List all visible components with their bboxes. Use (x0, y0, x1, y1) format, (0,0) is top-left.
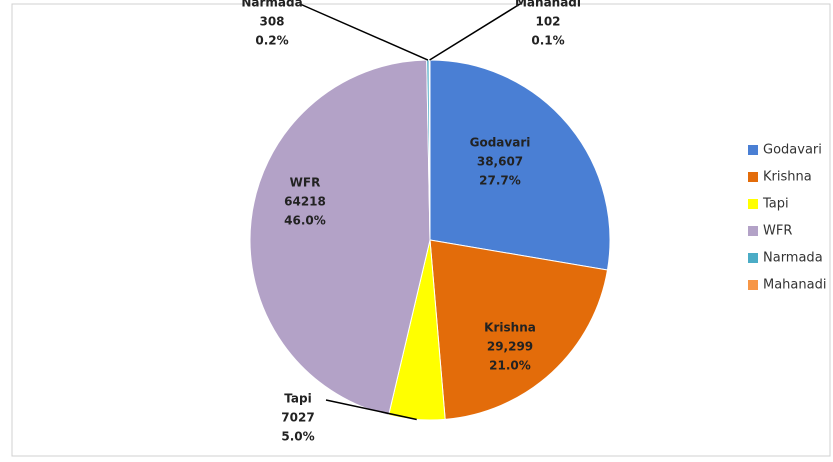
data-label-percent: 46.0% (284, 214, 326, 228)
leader-line (299, 3, 429, 61)
data-label-name: WFR (290, 176, 321, 190)
data-label-percent: 0.1% (531, 34, 564, 48)
data-label-percent: 0.2% (255, 34, 288, 48)
legend-label: Tapi (762, 197, 789, 212)
legend-label: Narmada (763, 251, 823, 266)
legend-label: Godavari (763, 143, 822, 158)
data-label-value: 38,607 (477, 155, 523, 169)
data-label-value: 64218 (284, 195, 326, 209)
data-label-value: 29,299 (487, 340, 533, 354)
leader-line (429, 3, 521, 61)
data-label-name: Tapi (284, 392, 311, 406)
pie-slice (429, 239, 609, 420)
legend-swatch (748, 280, 758, 290)
legend-swatch (748, 253, 758, 263)
data-label-value: 308 (259, 15, 284, 29)
legend-swatch (748, 145, 758, 155)
data-label-percent: 21.0% (489, 359, 531, 373)
pie-slice (429, 59, 611, 271)
chart-frame (11, 3, 831, 457)
pie-slice (249, 59, 431, 416)
legend-label: Mahanadi (763, 278, 826, 293)
data-label-percent: 27.7% (479, 174, 521, 188)
legend-swatch (748, 199, 758, 209)
data-label-value: 7027 (281, 411, 314, 425)
data-label-value: 102 (535, 15, 560, 29)
data-label-percent: 5.0% (281, 430, 314, 444)
legend-swatch (748, 226, 758, 236)
data-label-name: Krishna (484, 321, 536, 335)
data-label-name: Narmada (241, 0, 302, 10)
legend-label: WFR (763, 224, 792, 239)
leader-line (325, 399, 417, 421)
data-label-name: Godavari (470, 136, 531, 150)
legend-label: Krishna (763, 170, 812, 185)
data-label-name: Mahanadi (515, 0, 581, 10)
legend-swatch (748, 172, 758, 182)
